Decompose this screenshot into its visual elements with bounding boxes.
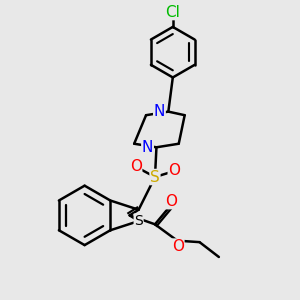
Text: O: O — [172, 239, 184, 254]
Text: Cl: Cl — [165, 4, 180, 20]
Text: O: O — [130, 158, 142, 173]
Text: O: O — [165, 194, 177, 208]
Text: S: S — [150, 169, 160, 184]
Text: O: O — [168, 163, 180, 178]
Text: S: S — [134, 214, 143, 228]
Text: N: N — [142, 140, 153, 155]
Text: N: N — [154, 104, 165, 119]
